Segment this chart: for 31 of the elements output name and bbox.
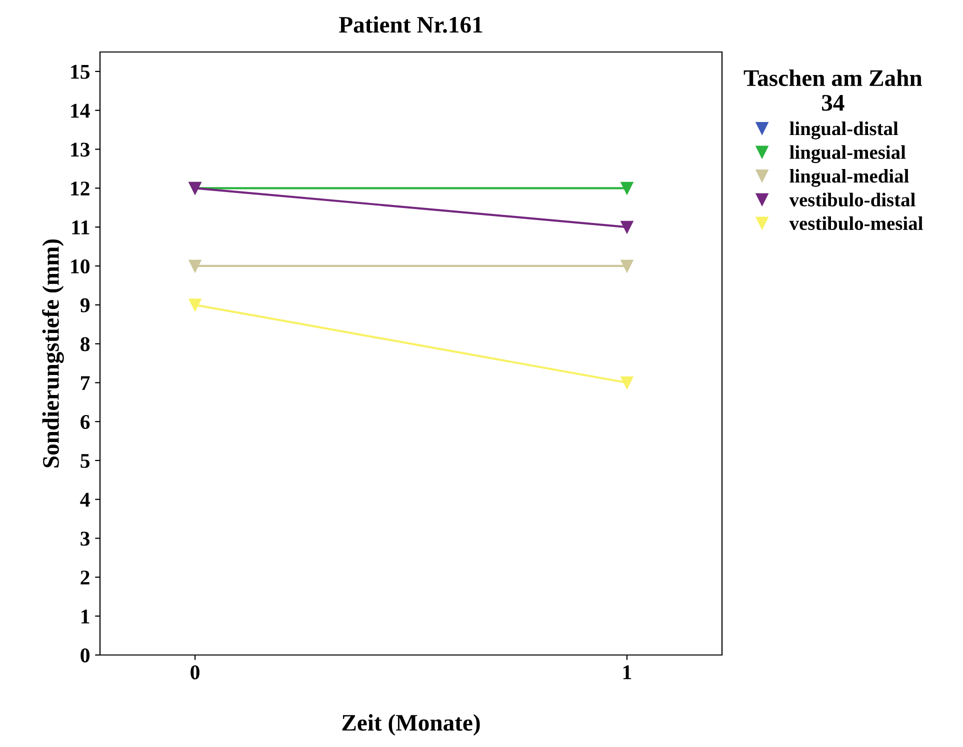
y-tick-label: 9	[80, 298, 90, 312]
legend-label: lingual-mesial	[790, 145, 906, 164]
point	[188, 298, 202, 312]
legend-label: vestibulo-mesial	[789, 216, 923, 230]
point	[620, 260, 634, 272]
y-tick-label: 5	[80, 454, 90, 468]
x-axis-title: Zeit (Monate)	[342, 714, 480, 736]
y-tick-label: 6	[80, 415, 90, 430]
legend-label: vestibulo-distal	[789, 192, 916, 206]
y-tick-label: 13	[71, 142, 90, 157]
y-tick-label: 7	[81, 376, 90, 390]
point	[620, 182, 634, 194]
point	[620, 376, 634, 389]
y-tick-label: 0	[80, 648, 90, 662]
y-axis-title: Sondierungstiefe (mm)	[42, 239, 64, 468]
chart-title: Patient Nr.161	[339, 16, 482, 33]
legend-label: lingual-distal	[790, 122, 898, 140]
y-tick-label: 12	[71, 182, 90, 196]
legend-title: Taschen am Zahn 34	[744, 70, 922, 111]
point	[188, 260, 202, 272]
y-tick-label: 4	[80, 492, 90, 507]
y-tick-label: 3	[80, 532, 90, 546]
y-tick-label: 15	[71, 64, 90, 79]
y-tick-label: 1	[82, 610, 90, 624]
y-tick-label: 8	[80, 337, 90, 352]
legend-label: lingual-medial	[790, 169, 909, 187]
y-tick-label: 11	[72, 220, 90, 234]
y-tick-label: 10	[71, 259, 90, 274]
y-tick-label: 14	[71, 104, 90, 118]
y-tick-label: 2	[80, 570, 90, 584]
point	[620, 220, 634, 234]
